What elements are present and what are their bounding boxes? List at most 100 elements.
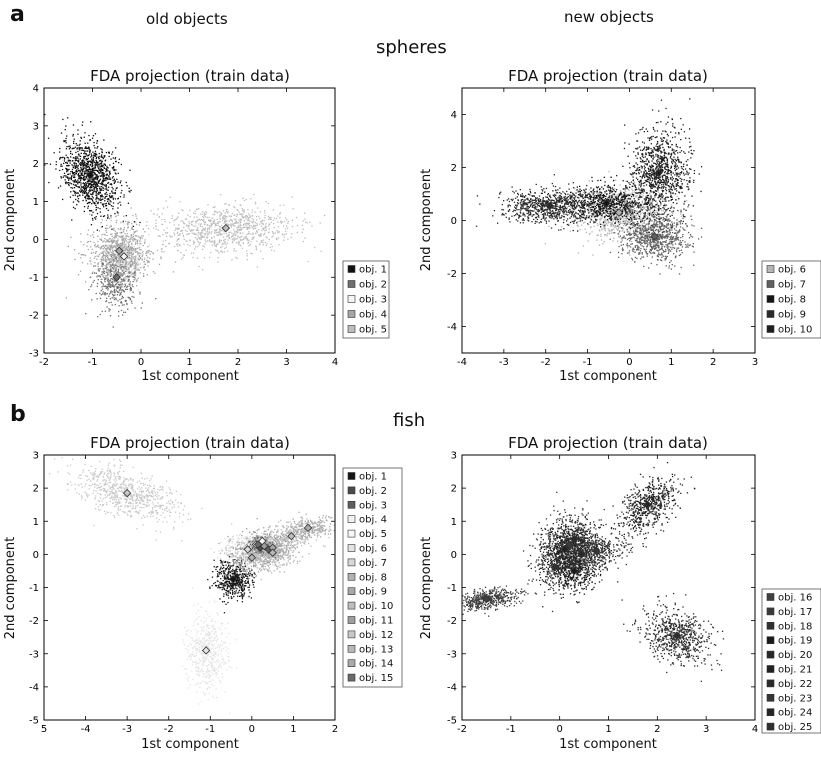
data-point — [114, 270, 117, 272]
data-point — [95, 188, 98, 190]
data-point — [67, 170, 69, 172]
data-point — [77, 157, 79, 159]
data-point — [78, 252, 80, 255]
data-point — [646, 242, 648, 244]
data-point — [120, 309, 123, 312]
data-point — [77, 129, 79, 131]
data-point — [119, 298, 121, 301]
data-point — [131, 227, 133, 229]
data-point — [666, 216, 668, 218]
data-point — [246, 233, 248, 236]
data-point — [138, 236, 140, 238]
data-point — [648, 228, 650, 231]
data-point — [626, 212, 628, 214]
data-point — [78, 146, 80, 149]
data-point — [110, 224, 112, 227]
data-point — [672, 241, 674, 243]
data-point — [123, 290, 125, 292]
data-point — [110, 244, 112, 246]
data-point — [663, 213, 665, 215]
data-point — [98, 158, 100, 160]
series-obj-1 — [44, 113, 141, 231]
data-point — [206, 212, 208, 214]
data-point — [194, 236, 197, 239]
data-point — [260, 220, 262, 223]
data-point — [87, 150, 89, 152]
data-point — [632, 210, 635, 212]
data-point — [73, 162, 75, 164]
data-point — [264, 215, 266, 217]
data-point — [624, 213, 626, 216]
data-point — [582, 191, 585, 194]
data-point — [119, 292, 122, 295]
data-point — [108, 268, 110, 270]
data-point — [228, 204, 230, 206]
data-point — [674, 265, 676, 267]
data-point — [604, 223, 606, 226]
data-point — [265, 229, 267, 231]
data-point — [67, 157, 69, 159]
data-point — [231, 259, 233, 261]
data-point — [221, 219, 224, 221]
data-point — [633, 226, 635, 228]
data-point — [114, 256, 117, 258]
data-point — [291, 219, 294, 221]
data-point — [120, 267, 122, 270]
data-point — [122, 265, 125, 267]
data-point — [110, 219, 112, 222]
data-point — [637, 199, 639, 201]
data-point — [108, 248, 110, 250]
data-point — [213, 219, 215, 221]
data-point — [131, 271, 133, 274]
data-point — [622, 218, 625, 220]
data-point — [189, 229, 191, 231]
data-point — [250, 233, 252, 235]
data-point — [596, 234, 598, 236]
data-point — [566, 206, 568, 208]
data-point — [665, 258, 667, 260]
data-point — [99, 275, 101, 277]
data-point — [121, 252, 123, 255]
data-point — [248, 219, 250, 221]
data-point — [183, 243, 185, 245]
data-point — [165, 239, 167, 242]
data-point — [90, 182, 92, 184]
data-point — [106, 271, 109, 273]
data-point — [243, 223, 245, 226]
data-point — [79, 194, 81, 197]
data-point — [252, 227, 254, 229]
data-point — [621, 222, 623, 225]
data-point — [146, 274, 148, 276]
data-point — [107, 217, 109, 219]
data-point — [108, 308, 110, 310]
data-point — [631, 188, 633, 190]
data-point — [196, 239, 198, 241]
legend-label: obj. 5 — [359, 325, 387, 336]
data-point — [195, 220, 197, 223]
data-point — [617, 233, 620, 235]
data-point — [111, 248, 114, 250]
data-point — [121, 289, 123, 291]
data-point — [85, 190, 87, 193]
data-point — [256, 222, 258, 224]
data-point — [120, 275, 122, 278]
data-point — [204, 221, 207, 223]
data-point — [608, 222, 610, 224]
data-point — [98, 172, 100, 174]
data-point — [221, 251, 224, 253]
data-point — [195, 233, 197, 235]
data-point — [86, 160, 89, 163]
data-point — [200, 234, 202, 236]
data-point — [94, 173, 96, 176]
x-tick-label: 2 — [235, 357, 241, 368]
data-point — [108, 202, 110, 204]
data-point — [104, 197, 106, 199]
data-point — [81, 172, 83, 174]
data-point — [86, 154, 88, 156]
data-point — [206, 236, 208, 238]
data-point — [609, 221, 611, 223]
data-point — [256, 224, 258, 226]
data-point — [238, 241, 240, 243]
data-point — [224, 220, 227, 222]
data-point — [637, 197, 639, 199]
